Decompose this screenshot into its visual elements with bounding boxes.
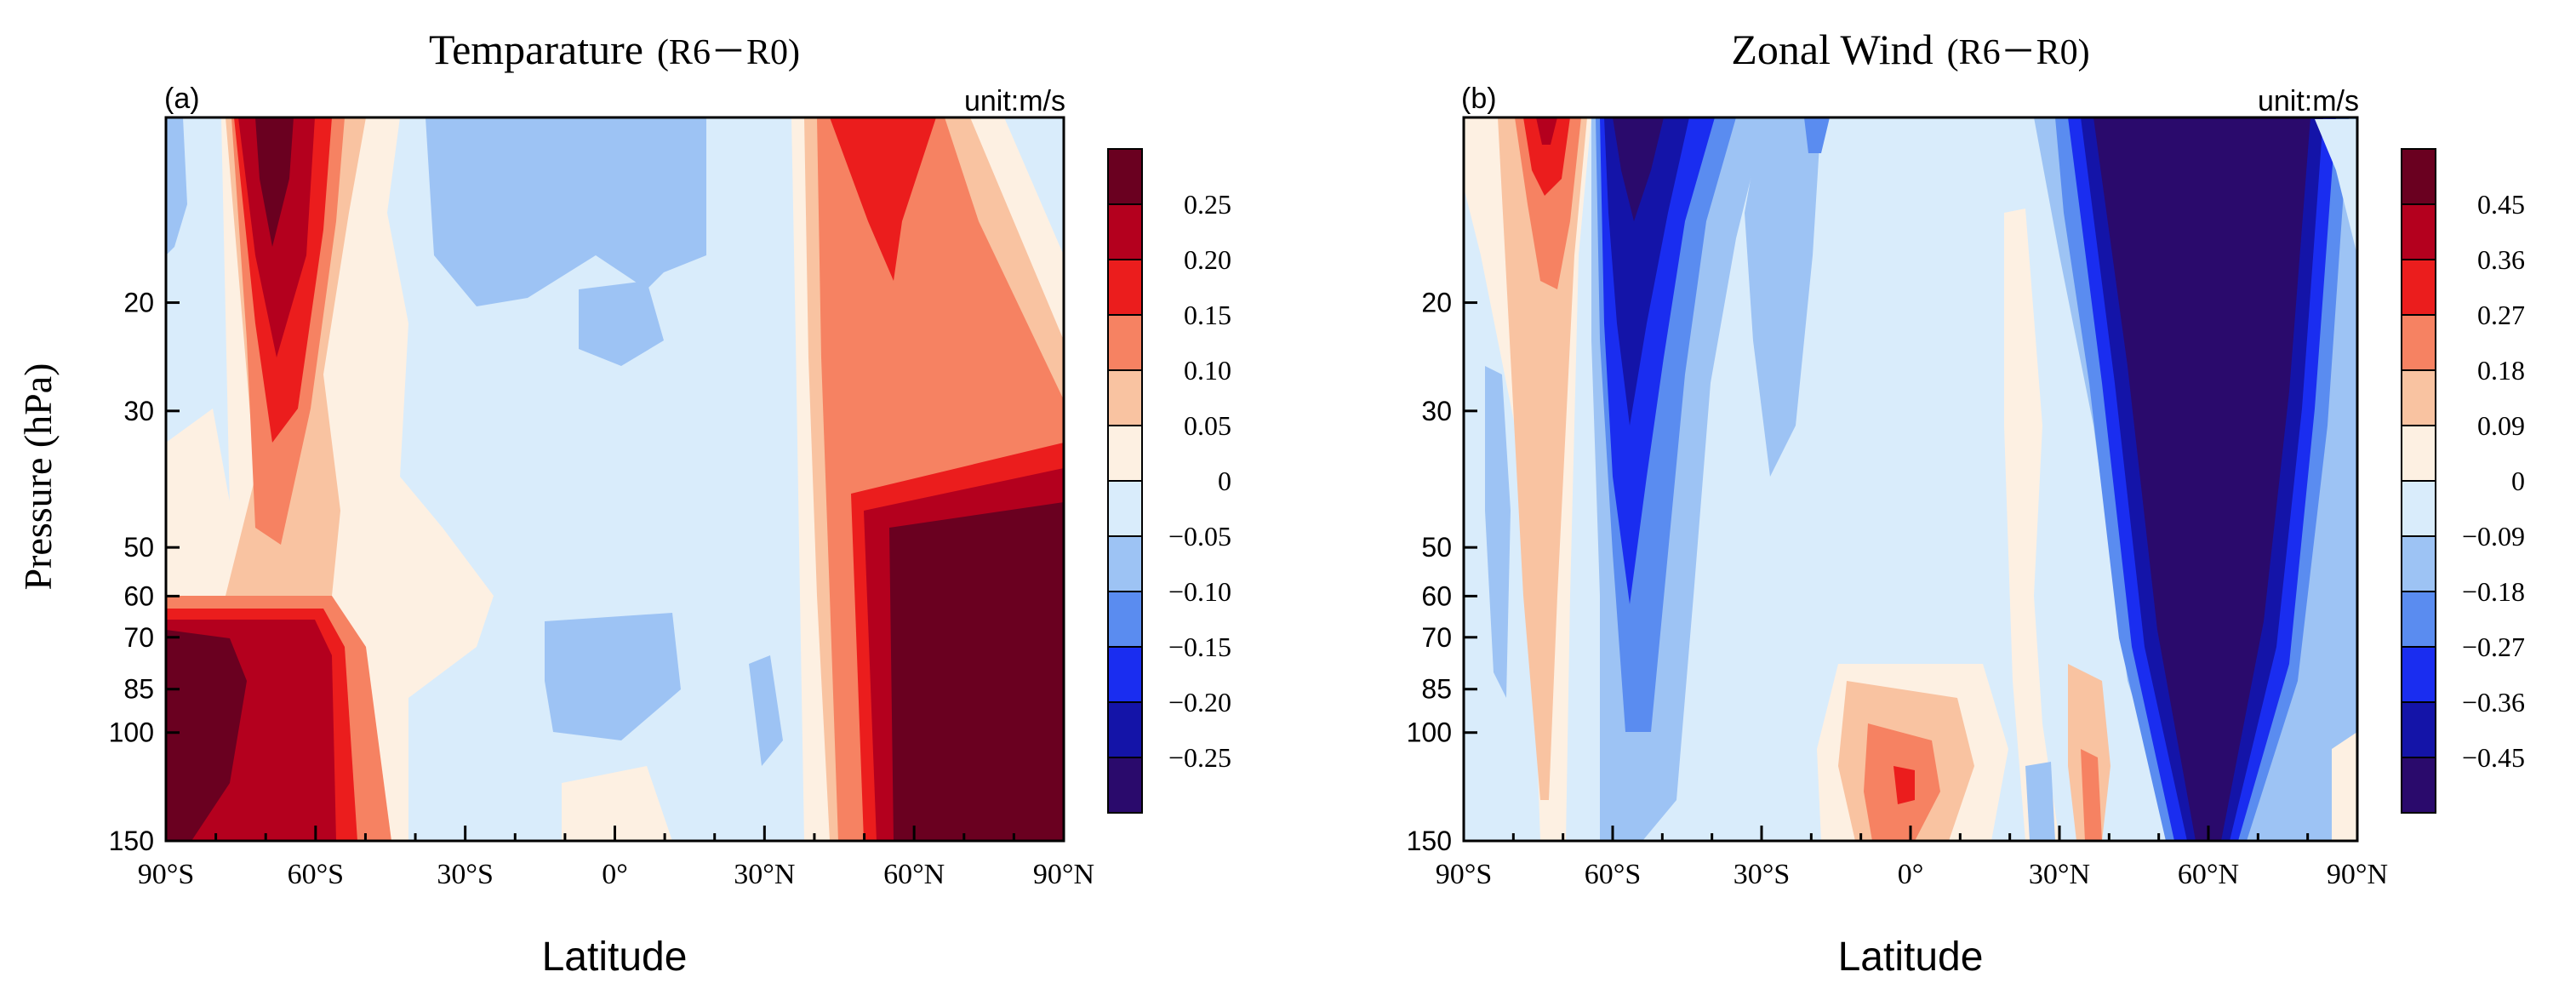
x-tick-label: 0°	[602, 859, 628, 890]
colorbar-swatch	[1108, 426, 1142, 481]
panel-a-colorbar: 0.25 0.20 0.15 0.10 0.05 0 −0.05 −0.10 −0.15 −0.2…	[1107, 148, 1231, 814]
y-tick-label: 100	[1407, 717, 1452, 748]
x-tick-label: 30°N	[734, 859, 795, 890]
y-tick-label: 30	[1421, 396, 1452, 426]
colorbar-swatch	[2402, 426, 2436, 481]
colorbar-label: −0.25	[1168, 742, 1231, 773]
y-tick-label: 100	[109, 717, 154, 748]
panel-a-x-axis: 90°S 60°S 30°S 0° 30°N 60°N 90°N	[138, 826, 1094, 890]
y-tick-label: 150	[109, 826, 154, 856]
panel-b-label: (b)	[1461, 83, 1497, 115]
colorbar-label: −0.36	[2462, 687, 2525, 717]
colorbar-swatch	[2402, 204, 2436, 260]
colorbar-swatch	[1108, 149, 1142, 204]
colorbar-label: 0.20	[1184, 244, 1231, 275]
colorbar-label: −0.05	[1168, 521, 1231, 552]
panel-a-x-axis-title: Latitude	[542, 935, 688, 980]
y-tick-label: 50	[123, 532, 154, 563]
x-tick-label: 60°N	[2178, 859, 2239, 890]
panel-a-y-axis: 20 30 50 60 70 85 100 150	[109, 288, 180, 856]
panel-a-field	[166, 117, 1064, 841]
x-tick-label: 30°S	[1734, 859, 1791, 890]
x-tick-label: 0°	[1898, 859, 1924, 890]
y-tick-label: 20	[1421, 288, 1452, 318]
panel-b-field	[1464, 117, 2357, 841]
panel-a: Temparature (R6－R0) (a) unit:m/s	[109, 26, 1231, 980]
colorbar-swatch	[2402, 647, 2436, 702]
y-tick-label: 20	[123, 288, 154, 318]
colorbar-label: 0.45	[2477, 189, 2525, 220]
colorbar-label: 0.09	[2477, 410, 2525, 441]
x-tick-label: 60°N	[883, 859, 945, 890]
x-tick-label: 30°S	[437, 859, 494, 890]
colorbar-label: 0.18	[2477, 355, 2525, 386]
y-tick-label: 60	[1421, 580, 1452, 611]
colorbar-label: 0.10	[1184, 355, 1231, 386]
colorbar-swatch	[2402, 149, 2436, 204]
colorbar-swatch	[1108, 260, 1142, 315]
panel-b: Zonal Wind (R6－R0) (b) unit:m/s	[1407, 26, 2525, 980]
colorbar-label: −0.15	[1168, 632, 1231, 662]
colorbar-label: −0.20	[1168, 687, 1231, 717]
colorbar-swatch	[1108, 204, 1142, 260]
x-tick-label: 90°S	[138, 859, 195, 890]
colorbar-swatch	[1108, 647, 1142, 702]
y-axis-title: Pressure (hPa)	[16, 363, 60, 591]
colorbar-swatch	[2402, 592, 2436, 647]
colorbar-label: 0.25	[1184, 189, 1231, 220]
y-tick-label: 85	[123, 674, 154, 705]
colorbar-swatch	[2402, 757, 2436, 813]
x-tick-label: 60°S	[288, 859, 345, 890]
y-tick-label: 70	[1421, 622, 1452, 653]
colorbar-swatch	[2402, 536, 2436, 592]
x-tick-label: 90°N	[1033, 859, 1094, 890]
colorbar-swatch	[2402, 702, 2436, 757]
y-tick-label: 30	[123, 396, 154, 426]
colorbar-swatch	[1108, 370, 1142, 426]
panel-a-label: (a)	[164, 83, 200, 115]
colorbar-label: 0.05	[1184, 410, 1231, 441]
y-tick-label: 85	[1421, 674, 1452, 705]
colorbar-swatch	[2402, 370, 2436, 426]
panel-b-x-axis-title: Latitude	[1838, 935, 1984, 980]
colorbar-label: 0	[2511, 466, 2525, 496]
colorbar-swatch	[1108, 481, 1142, 536]
colorbar-label: 0.27	[2477, 300, 2525, 330]
colorbar-label: −0.27	[2462, 632, 2525, 662]
colorbar-swatch	[1108, 315, 1142, 370]
panel-b-unit-label: unit:m/s	[2258, 85, 2359, 117]
panel-b-colorbar: 0.45 0.36 0.27 0.18 0.09 0 −0.09 −0.18 −0.27 −0.3…	[2401, 148, 2525, 814]
x-tick-label: 90°N	[2327, 859, 2388, 890]
colorbar-label: −0.45	[2462, 742, 2525, 773]
x-tick-label: 30°N	[2029, 859, 2090, 890]
colorbar-label: −0.09	[2462, 521, 2525, 552]
panel-b-title: Zonal Wind (R6－R0)	[1731, 26, 2089, 73]
panel-b-y-axis: 20 30 50 60 70 85 100 150	[1407, 288, 1477, 856]
x-tick-label: 60°S	[1585, 859, 1642, 890]
panel-b-x-axis: 90°S 60°S 30°S 0° 30°N 60°N 90°N	[1436, 826, 2388, 890]
colorbar-swatch	[1108, 536, 1142, 592]
colorbar-label: −0.18	[2462, 576, 2525, 607]
y-tick-label: 70	[123, 622, 154, 653]
colorbar-label: 0	[1218, 466, 1231, 496]
x-tick-label: 90°S	[1436, 859, 1493, 890]
colorbar-label: 0.15	[1184, 300, 1231, 330]
colorbar-swatch	[2402, 315, 2436, 370]
panel-a-unit-label: unit:m/s	[964, 85, 1065, 117]
y-tick-label: 60	[123, 580, 154, 611]
colorbar-label: 0.36	[2477, 244, 2525, 275]
y-tick-label: 150	[1407, 826, 1452, 856]
colorbar-label: −0.10	[1168, 576, 1231, 607]
panel-a-title: Temparature (R6－R0)	[429, 26, 800, 73]
colorbar-swatch	[2402, 481, 2436, 536]
y-tick-label: 50	[1421, 532, 1452, 563]
colorbar-swatch	[1108, 757, 1142, 813]
colorbar-swatch	[1108, 592, 1142, 647]
colorbar-swatch	[1108, 702, 1142, 757]
colorbar-swatch	[2402, 260, 2436, 315]
